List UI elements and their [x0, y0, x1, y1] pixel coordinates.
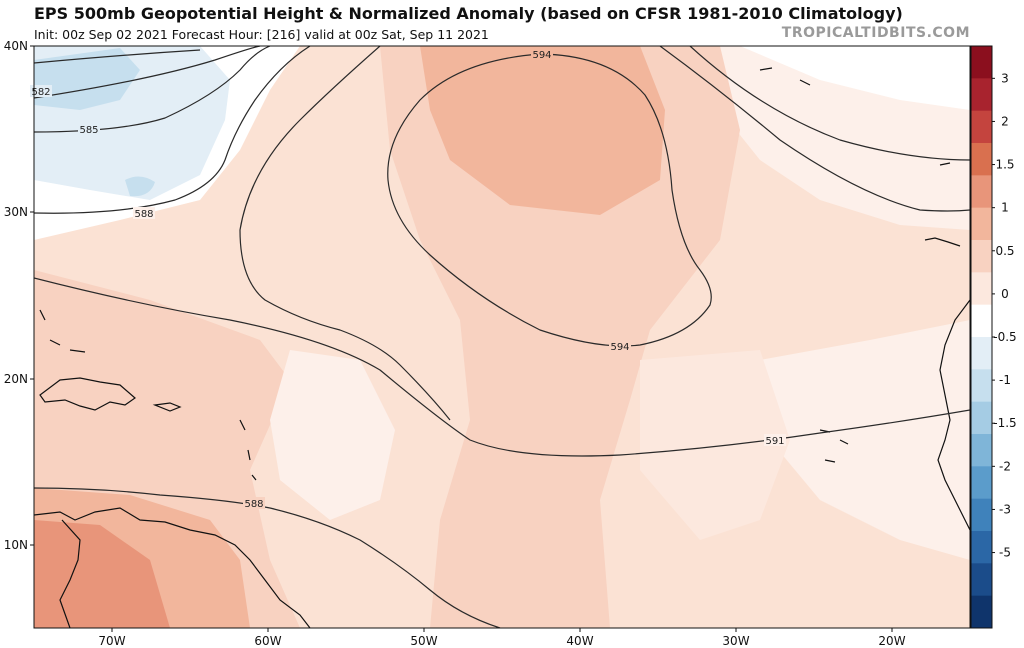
- colorbar-swatch: [971, 207, 992, 241]
- lon-label-40w: 40W: [566, 634, 593, 648]
- colorbar-swatch: [971, 240, 992, 273]
- longitude-axis: 70W 60W 50W 40W 30W 20W: [98, 628, 906, 648]
- lake-maracaibo-coast: [59, 519, 81, 628]
- contour-579: [34, 49, 201, 64]
- contour-588-north: [34, 46, 311, 214]
- label-bg-582: [30, 85, 52, 97]
- contour-588-ne: [689, 46, 970, 161]
- colorbar-swatch: [971, 498, 992, 532]
- label-bg-588-north: [133, 207, 155, 219]
- colorbar-tick-label: 2: [1001, 114, 1009, 128]
- colorbar-tick-label: 0: [1001, 287, 1009, 301]
- contour-label-591: 591: [765, 436, 784, 447]
- contour-labels: 582 585 588 594 594 591 588: [30, 48, 786, 510]
- lat-label-10n: 10N: [4, 538, 28, 552]
- hispaniola-coast: [39, 377, 136, 411]
- negative-anomaly-core: [34, 48, 140, 110]
- light-anomaly-east: [640, 350, 790, 540]
- lon-label-60w: 60W: [254, 634, 281, 648]
- colorbar-tick-label: 1: [1001, 201, 1009, 215]
- colorbar-swatch: [971, 466, 992, 500]
- label-bg-591: [764, 434, 786, 446]
- colorbar-swatch: [971, 434, 992, 467]
- neutral-anomaly-ne: [740, 46, 970, 110]
- lon-label-50w: 50W: [410, 634, 437, 648]
- colorbar-swatch: [971, 337, 992, 370]
- chart-title: EPS 500mb Geopotential Height & Normaliz…: [34, 4, 903, 23]
- chart-subtitle: Init: 00z Sep 02 2021 Forecast Hour: [21…: [34, 27, 489, 42]
- colorbar-swatch: [971, 401, 992, 435]
- azores-coast: [759, 67, 951, 166]
- pale-anomaly-antilles: [270, 350, 395, 520]
- colorbar-tick-label: -5: [999, 546, 1011, 560]
- map-frame: [33, 45, 971, 629]
- contour-label-594-top: 594: [532, 50, 551, 61]
- contour-label-588-north: 588: [134, 209, 153, 220]
- contour-label-585: 585: [79, 125, 98, 136]
- coastlines: [34, 67, 970, 628]
- lon-label-30w: 30W: [722, 634, 749, 648]
- colorbar-swatch: [971, 304, 992, 338]
- colorbar-tick-label: -1.5: [993, 416, 1016, 430]
- colorbar-swatch: [971, 78, 992, 112]
- contour-588-south: [34, 487, 501, 628]
- contour-591: [34, 277, 970, 457]
- positive-anomaly-max: [420, 46, 665, 215]
- contour-582: [34, 46, 261, 99]
- label-bg-594-top: [531, 48, 553, 60]
- bahamas-coast: [39, 309, 86, 353]
- puerto-rico-coast: [152, 402, 182, 412]
- lon-label-20w: 20W: [878, 634, 905, 648]
- lat-label-30n: 30N: [4, 205, 28, 219]
- colorbar-swatch: [971, 46, 992, 79]
- canary-islands-coast: [924, 237, 961, 247]
- contour-label-582: 582: [31, 87, 50, 98]
- lat-label-40n: 40N: [4, 39, 28, 53]
- colorbar-tick-label: 1.5: [995, 158, 1014, 172]
- pale-anomaly-east: [760, 320, 970, 560]
- brand-watermark: TROPICALTIDBITS.COM: [781, 25, 970, 41]
- anomaly-field: [34, 46, 970, 628]
- lon-label-70w: 70W: [98, 634, 125, 648]
- label-bg-588-south: [243, 497, 265, 509]
- colorbar-tick-label: -0.5: [993, 330, 1016, 344]
- contour-591-west: [239, 46, 451, 421]
- colorbar-swatch: [971, 272, 992, 306]
- positive-anomaly-central: [380, 46, 740, 628]
- colorbar-swatch: [971, 595, 992, 629]
- contour-591-east: [659, 46, 970, 212]
- negative-anomaly-patch: [125, 176, 155, 197]
- contour-label-594-bottom: 594: [610, 342, 629, 353]
- africa-coast: [937, 299, 970, 531]
- colorbar-swatch: [971, 369, 992, 403]
- contour-label-588-south: 588: [244, 499, 263, 510]
- lesser-antilles-coast: [239, 419, 257, 481]
- label-bg-594-bottom: [609, 340, 631, 352]
- colorbar-tick-label: -3: [999, 502, 1011, 516]
- colorbar-tick-label: 3: [1001, 71, 1009, 85]
- lat-label-20n: 20N: [4, 372, 28, 386]
- colorbar: 3 2 1.5 1 0.5 0 -0.5 -1 -1.5 -2 -3 -5: [970, 45, 1017, 629]
- colorbar-tick-label: -1: [999, 373, 1011, 387]
- positive-anomaly-sa-core: [34, 520, 170, 628]
- colorbar-swatch: [971, 531, 992, 564]
- colorbar-tick-label: 0.5: [995, 244, 1014, 258]
- south-america-coast: [34, 507, 311, 628]
- colorbar-swatch: [971, 110, 992, 144]
- label-bg-585: [78, 123, 100, 135]
- colorbar-swatch: [971, 175, 992, 209]
- colorbar-swatch: [971, 143, 992, 176]
- colorbar-swatch: [971, 563, 992, 597]
- colorbar-tick-label: -2: [999, 459, 1011, 473]
- latitude-axis: 40N 30N 20N 10N: [4, 39, 34, 552]
